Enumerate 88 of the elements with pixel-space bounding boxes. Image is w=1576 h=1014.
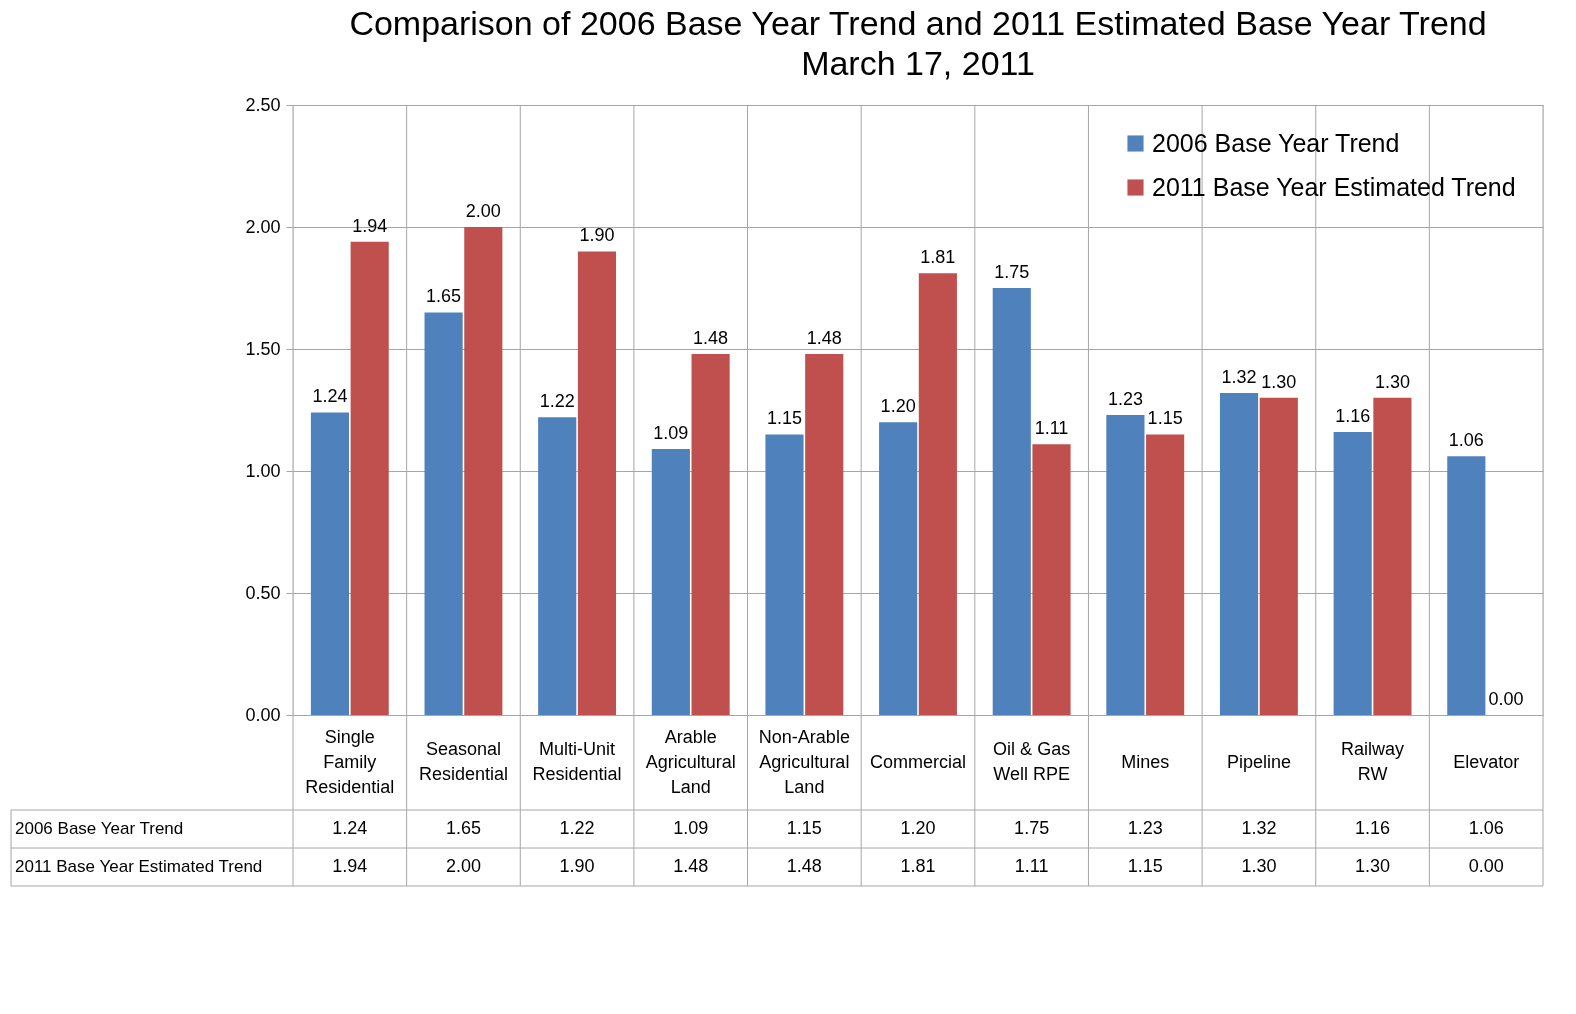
bar bbox=[879, 422, 918, 715]
y-tick-label: 2.00 bbox=[245, 216, 281, 237]
x-tick-label: Mines bbox=[1121, 751, 1170, 772]
y-tick-label: 1.00 bbox=[245, 460, 281, 481]
data-label: 1.15 bbox=[1127, 856, 1163, 876]
text: 2.00 bbox=[465, 201, 501, 221]
data-label: 1.09 bbox=[673, 818, 709, 838]
text: 1.48 bbox=[806, 327, 842, 348]
x-tick-label: Commercial bbox=[869, 751, 967, 772]
bar bbox=[1333, 431, 1372, 715]
bar bbox=[992, 288, 1031, 715]
bar bbox=[691, 353, 730, 715]
x-tick-label: Seasonal Residential bbox=[418, 739, 508, 784]
bar bbox=[310, 412, 350, 715]
legend-label: 2011 Base Year Estimated Trend bbox=[1152, 172, 1516, 201]
data-label: 1.65 bbox=[445, 818, 481, 838]
data-label: 2.00 bbox=[445, 856, 481, 876]
bar bbox=[1259, 397, 1298, 715]
text: 1.48 bbox=[693, 327, 729, 348]
text: 1.75 bbox=[994, 262, 1030, 282]
legend-label: 2006 Base Year Trend bbox=[1152, 128, 1400, 157]
data-label: 1.23 bbox=[1127, 818, 1163, 838]
x-tick-label: Single Family Residential bbox=[305, 726, 395, 797]
text: 1.23 bbox=[1107, 388, 1143, 409]
x-tick-label: Non-Arable Agricultural Land bbox=[758, 726, 850, 797]
text: 1.30 bbox=[1261, 371, 1297, 392]
data-label: 1.32 bbox=[1241, 818, 1277, 838]
x-tick-label: Elevator bbox=[1453, 751, 1520, 772]
data-label: 1.22 bbox=[559, 818, 595, 838]
text: 1.15 bbox=[766, 408, 803, 429]
text: 0.00 bbox=[1488, 689, 1524, 709]
x-tick-label: Railway RW bbox=[1341, 739, 1405, 784]
chart-subtitle: March 17, 2011 bbox=[801, 44, 1035, 82]
bar bbox=[1032, 444, 1071, 715]
x-tick-label: Pipeline bbox=[1226, 751, 1291, 772]
y-tick-label: 2.50 bbox=[245, 94, 281, 115]
data-label: 1.15 bbox=[786, 818, 822, 838]
text: 1.09 bbox=[653, 423, 689, 444]
data-label: 1.16 bbox=[1355, 818, 1391, 838]
text: 1.30 bbox=[1374, 371, 1410, 392]
data-label: 1.81 bbox=[900, 856, 936, 876]
x-tick-label: Arable Agricultural Land bbox=[645, 726, 736, 797]
data-label: 1.24 bbox=[332, 818, 368, 838]
bar bbox=[805, 353, 844, 715]
text: 1.90 bbox=[579, 225, 615, 246]
data-label: 1.94 bbox=[332, 856, 368, 876]
x-tick-label: Oil & Gas Well RPE bbox=[993, 739, 1071, 784]
bar bbox=[424, 312, 463, 715]
text: 1.81 bbox=[920, 247, 956, 268]
bar bbox=[765, 434, 804, 715]
data-label: 1.11 bbox=[1014, 856, 1049, 876]
text: 2011 Base Year Estimated Trend bbox=[15, 857, 263, 876]
text: 1.94 bbox=[352, 215, 388, 236]
y-tick-label: 0.50 bbox=[245, 582, 281, 603]
text: 1.65 bbox=[426, 286, 462, 307]
bar bbox=[651, 449, 690, 715]
text: 1.15 bbox=[1147, 408, 1183, 429]
bar bbox=[1373, 397, 1412, 715]
data-label: 1.30 bbox=[1355, 856, 1391, 876]
data-label: 0.00 bbox=[1468, 856, 1504, 876]
data-label: 1.75 bbox=[1014, 818, 1050, 838]
data-label: 1.48 bbox=[786, 856, 822, 876]
text: 1.06 bbox=[1448, 430, 1484, 451]
text: 1.22 bbox=[539, 391, 575, 412]
bar bbox=[1146, 434, 1185, 715]
chart-title: Comparison of 2006 Base Year Trend and 2011 Estimated Base Year Trend bbox=[349, 4, 1487, 42]
bar bbox=[1219, 392, 1259, 715]
bar bbox=[1447, 456, 1486, 715]
data-label: 1.06 bbox=[1468, 818, 1504, 838]
text: 1.16 bbox=[1335, 405, 1371, 426]
text: 1.24 bbox=[312, 386, 348, 407]
data-label: 1.30 bbox=[1241, 856, 1277, 876]
x-tick-label: Multi-Unit Residential bbox=[532, 739, 622, 784]
bar bbox=[464, 227, 503, 715]
bar bbox=[538, 417, 577, 715]
y-tick-label: 1.50 bbox=[245, 338, 281, 359]
text: 1.11 bbox=[1034, 418, 1069, 439]
data-label: 1.20 bbox=[900, 818, 936, 838]
text: 2006 Base Year Trend bbox=[15, 819, 184, 838]
bar bbox=[918, 273, 957, 715]
bar bbox=[350, 241, 389, 715]
data-label: 1.48 bbox=[673, 856, 709, 876]
y-tick-label: 0.00 bbox=[245, 704, 281, 725]
text: 1.32 bbox=[1221, 366, 1257, 387]
bar bbox=[577, 251, 617, 715]
bar bbox=[1106, 414, 1145, 715]
text: 1.20 bbox=[880, 396, 916, 417]
data-label: 1.90 bbox=[559, 856, 595, 876]
